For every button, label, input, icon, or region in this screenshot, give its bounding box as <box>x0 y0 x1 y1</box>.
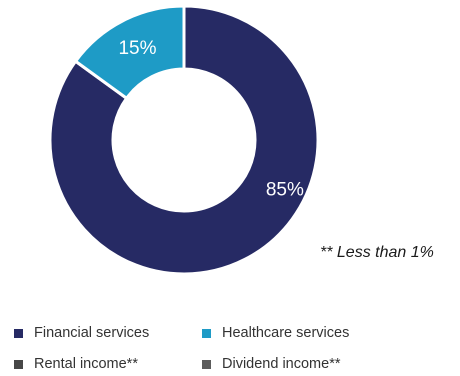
legend-label: Financial services <box>34 325 150 341</box>
legend-label: Rental income** <box>34 356 138 372</box>
legend-item-dividend-income: Dividend income** <box>202 356 340 372</box>
slices-group <box>48 4 320 276</box>
legend-item-healthcare-services: Healthcare services <box>202 325 349 341</box>
slice-value-label: 15% <box>118 38 156 59</box>
legend-swatch <box>14 359 23 369</box>
legend-label: Dividend income** <box>222 356 341 372</box>
slice-healthcare-services <box>73 4 186 101</box>
slice-labels-group: 85% 15% <box>118 38 304 200</box>
legend-label: Healthcare services <box>222 325 350 341</box>
slice-value-label: 85% <box>266 179 304 200</box>
legend-swatch <box>202 359 211 369</box>
donut-chart: 85% 15% <box>48 4 320 276</box>
legend-swatch <box>202 328 211 338</box>
legend-item-rental-income: Rental income** <box>14 356 138 372</box>
legend-swatch <box>14 328 23 338</box>
slice-financial-services <box>48 4 320 276</box>
footnote-annotation: ** Less than 1% <box>320 244 434 261</box>
legend-item-financial-services: Financial services <box>14 325 149 341</box>
